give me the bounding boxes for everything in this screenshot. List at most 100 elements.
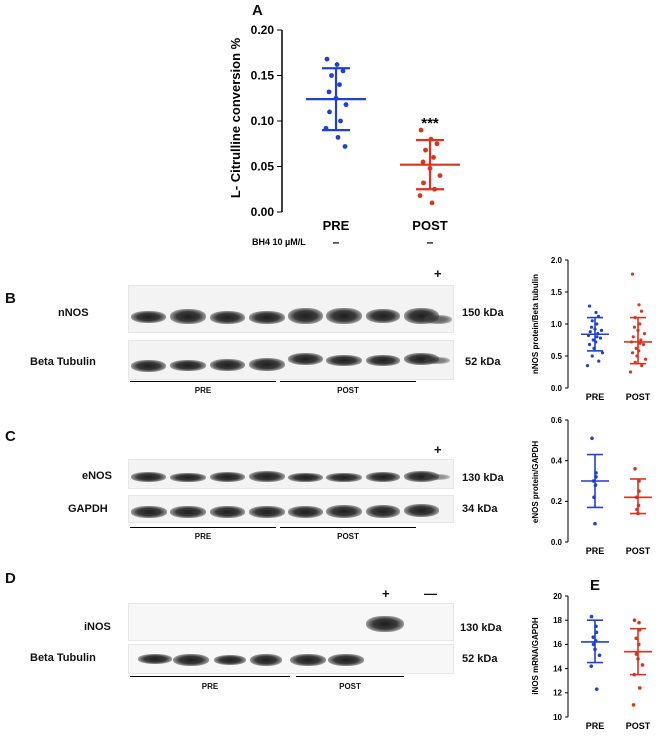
data-point [588,330,592,334]
band [138,654,172,664]
blot-c-enos [128,459,454,489]
band [366,505,400,518]
band [326,473,362,482]
group-line-post [296,676,404,677]
y-tick-label: 16 [553,640,562,649]
chart-a-treatment-label: BH4 10 µM/L [252,237,306,247]
chart-c-cat-pre: PRE [586,546,605,556]
data-point [343,102,349,108]
group-label-pre: PRE [201,682,219,691]
y-tick-label: 20 [553,592,562,601]
data-point [593,521,597,526]
data-point [634,346,638,350]
panel-e-letter: E [590,577,601,594]
chart-a-significance: *** [421,115,439,132]
data-point [589,614,594,619]
panel-c-letter: C [5,428,16,445]
band [326,355,362,366]
data-point [589,664,594,668]
group-line-pre [130,527,276,528]
band [249,471,285,482]
band [424,474,450,480]
band [288,473,323,482]
blot-b-row1-label: nNOS [58,307,89,319]
data-point [634,636,639,641]
data-point [591,338,595,342]
data-point [337,82,342,87]
data-point [643,357,648,361]
blot-d-row2-label: Beta Tubulin [30,652,96,664]
y-tick-label: 0.20 [251,23,275,37]
group-label-pre: PRE [194,386,212,395]
group-line-pre [130,381,276,382]
chart-a-cat-post: POST [412,218,447,233]
blot-d-inos [128,603,454,641]
y-tick-label: 12 [553,689,562,698]
chart-a: L- Citrulline conversion % 0.00 0.05 0.10 0… [228,23,460,249]
group-line-post [280,527,416,528]
blot-b-row2-size: 52 kDa [465,356,501,368]
data-point [327,109,332,115]
blot-d-row2-size: 52 kDa [462,653,498,665]
y-tick-label: 0.5 [551,352,563,361]
blot-c-row2-size: 34 kDa [462,503,498,515]
group-label-post: POST [337,532,359,541]
band [328,654,364,666]
data-point [640,663,645,667]
band [288,506,323,518]
y-tick-label: 1.5 [551,288,563,297]
band [173,654,209,666]
blot-d-tubulin [128,644,454,674]
data-point [641,342,646,347]
band [404,504,439,517]
data-point [587,342,592,347]
band [170,506,206,518]
data-point [423,147,428,153]
data-point [420,159,426,165]
data-point [326,89,332,95]
data-point [594,310,598,315]
band [170,473,206,482]
data-point [598,336,603,340]
blot-b-nnos [128,285,454,333]
data-point [637,620,641,625]
data-point [639,338,643,342]
chart-a-treatment-pre: – [333,235,340,249]
chart-e-cat-post: POST [626,721,651,731]
band [366,616,404,632]
data-point [630,272,635,276]
data-point [431,155,436,160]
band [210,506,245,518]
data-point [633,467,637,471]
data-point [638,322,642,326]
data-point [587,304,592,308]
data-point [338,118,343,124]
data-point [640,364,644,368]
band [249,358,285,371]
chart-c-ylabel: eNOS protein/GAPDH [531,441,540,523]
data-point [340,68,346,74]
group-label-post: POST [337,386,359,395]
data-point [600,351,605,355]
group-label-pre: PRE [194,532,212,541]
y-tick-label: 0.0 [551,538,563,547]
band [249,311,285,324]
band [210,359,245,371]
data-point [429,200,435,206]
data-point [417,193,423,199]
data-point [597,653,602,658]
band [424,315,452,324]
data-point [639,309,644,313]
blot-d-control-neg: — [424,586,437,601]
data-point [590,436,594,441]
blot-d-row1-label: iNOS [84,621,111,633]
data-point [585,364,590,368]
panel-a-letter: A [252,2,263,19]
data-point [434,141,440,147]
band [366,309,400,323]
chart-c-cat-post: POST [626,546,651,556]
y-tick-label: 0.00 [251,205,275,219]
chart-e-ylabel: iNOS mRNA/GAPDH [531,617,540,695]
y-tick-label: 0.05 [251,160,275,174]
band [424,357,450,364]
